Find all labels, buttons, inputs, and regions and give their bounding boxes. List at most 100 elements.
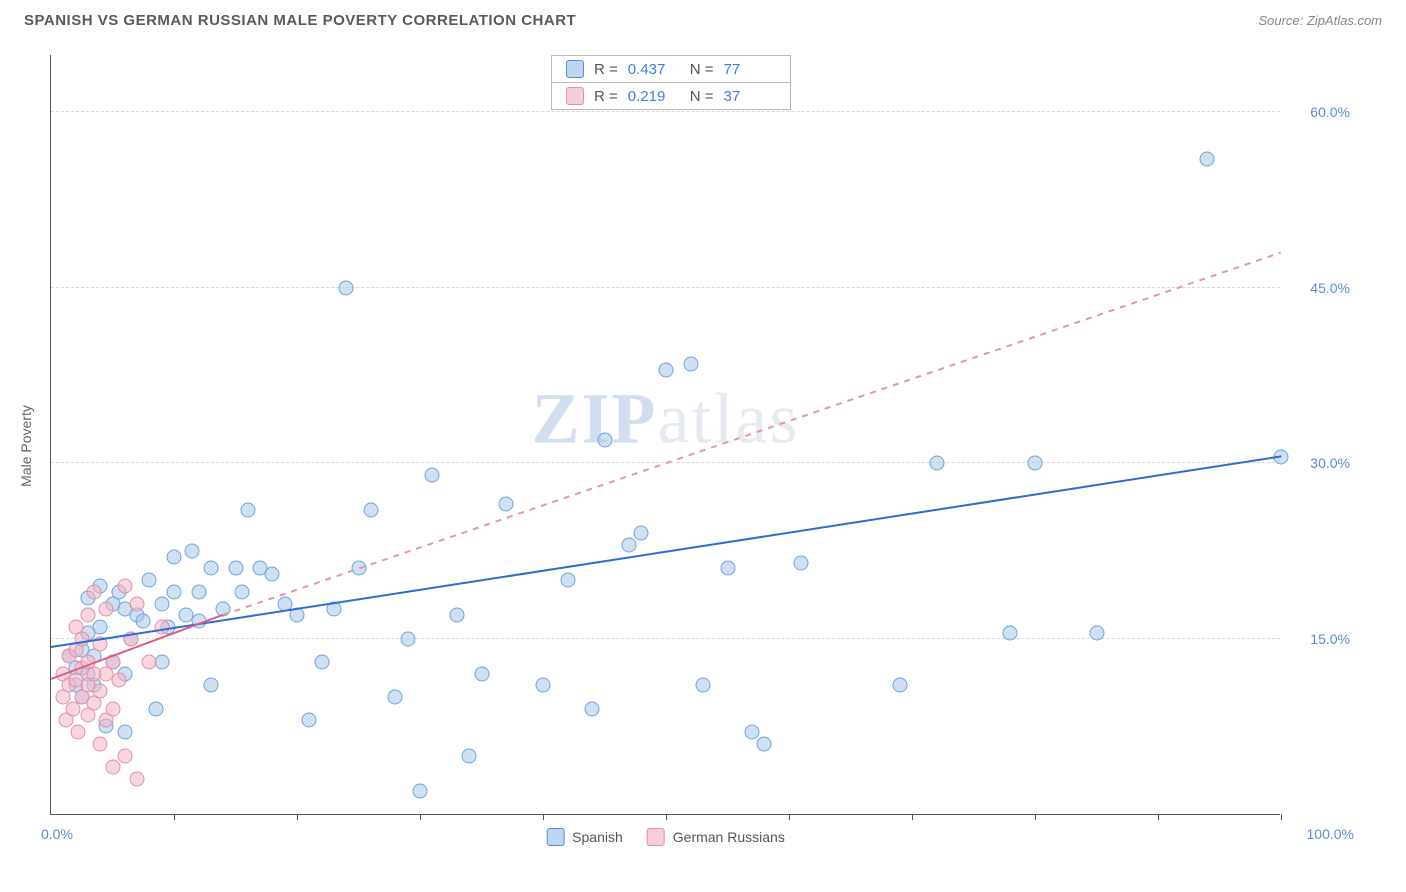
n-label: N =: [690, 61, 714, 78]
data-point: [130, 596, 145, 611]
data-point: [185, 543, 200, 558]
x-tick: [543, 814, 544, 820]
data-point: [265, 567, 280, 582]
y-tick-label: 15.0%: [1310, 631, 1350, 647]
data-point: [148, 701, 163, 716]
data-point: [597, 432, 612, 447]
data-point: [400, 631, 415, 646]
x-max-label: 100.0%: [1307, 826, 1354, 842]
data-point: [105, 701, 120, 716]
data-point: [203, 678, 218, 693]
grid-line: 45.0%: [51, 287, 1280, 288]
data-point: [167, 584, 182, 599]
trend-line: [51, 455, 1281, 648]
data-point: [191, 584, 206, 599]
data-point: [71, 725, 86, 740]
data-point: [892, 678, 907, 693]
data-point: [536, 678, 551, 693]
data-point: [99, 602, 114, 617]
data-point: [117, 725, 132, 740]
data-point: [105, 760, 120, 775]
x-min-label: 0.0%: [41, 826, 73, 842]
data-point: [87, 584, 102, 599]
stats-legend: R = 0.437 N = 77 R = 0.219 N = 37: [551, 55, 791, 110]
r-value: 0.219: [628, 88, 680, 105]
data-point: [1028, 456, 1043, 471]
swatch-spanish: [546, 828, 564, 846]
swatch-spanish: [566, 60, 584, 78]
y-tick-label: 60.0%: [1310, 104, 1350, 120]
source-label: Source: ZipAtlas.com: [1258, 13, 1382, 28]
data-point: [388, 690, 403, 705]
header: SPANISH VS GERMAN RUSSIAN MALE POVERTY C…: [0, 0, 1406, 37]
y-axis-title: Male Poverty: [18, 405, 34, 487]
x-tick: [1158, 814, 1159, 820]
data-point: [130, 771, 145, 786]
grid-line: 60.0%: [51, 111, 1280, 112]
data-point: [1089, 625, 1104, 640]
data-point: [314, 655, 329, 670]
x-tick: [912, 814, 913, 820]
data-point: [425, 467, 440, 482]
watermark-zip: ZIP: [532, 379, 658, 459]
data-point: [585, 701, 600, 716]
swatch-german-russian: [647, 828, 665, 846]
r-label: R =: [594, 88, 618, 105]
data-point: [240, 503, 255, 518]
x-tick: [1035, 814, 1036, 820]
data-point: [695, 678, 710, 693]
legend-label: Spanish: [572, 829, 623, 845]
data-point: [634, 526, 649, 541]
stats-row: R = 0.219 N = 37: [552, 82, 790, 109]
y-tick-label: 45.0%: [1310, 280, 1350, 296]
x-tick: [420, 814, 421, 820]
data-point: [302, 713, 317, 728]
x-tick: [1281, 814, 1282, 820]
y-tick-label: 30.0%: [1310, 455, 1350, 471]
stats-row: R = 0.437 N = 77: [552, 56, 790, 82]
data-point: [1200, 152, 1215, 167]
x-tick: [789, 814, 790, 820]
data-point: [474, 666, 489, 681]
data-point: [745, 725, 760, 740]
r-value: 0.437: [628, 61, 680, 78]
data-point: [622, 538, 637, 553]
watermark-atlas: atlas: [658, 379, 800, 459]
data-point: [720, 561, 735, 576]
data-point: [339, 280, 354, 295]
data-point: [683, 356, 698, 371]
data-point: [111, 672, 126, 687]
data-point: [136, 614, 151, 629]
data-point: [117, 579, 132, 594]
watermark: ZIPatlas: [532, 378, 800, 461]
legend-label: German Russians: [673, 829, 785, 845]
data-point: [80, 608, 95, 623]
data-point: [154, 596, 169, 611]
legend-item-german-russian: German Russians: [647, 828, 785, 846]
chart-title: SPANISH VS GERMAN RUSSIAN MALE POVERTY C…: [24, 12, 576, 29]
data-point: [93, 619, 108, 634]
data-point: [93, 736, 108, 751]
data-point: [203, 561, 218, 576]
bottom-legend: Spanish German Russians: [546, 828, 785, 846]
data-point: [659, 362, 674, 377]
data-point: [929, 456, 944, 471]
x-tick: [174, 814, 175, 820]
data-point: [142, 655, 157, 670]
data-point: [560, 573, 575, 588]
data-point: [117, 748, 132, 763]
data-point: [142, 573, 157, 588]
data-point: [1003, 625, 1018, 640]
data-point: [228, 561, 243, 576]
trend-line: [223, 251, 1281, 615]
x-tick: [297, 814, 298, 820]
data-point: [167, 549, 182, 564]
data-point: [462, 748, 477, 763]
data-point: [499, 497, 514, 512]
r-label: R =: [594, 61, 618, 78]
data-point: [794, 555, 809, 570]
data-point: [757, 736, 772, 751]
scatter-chart: ZIPatlas R = 0.437 N = 77 R = 0.219 N = …: [50, 55, 1280, 815]
data-point: [449, 608, 464, 623]
data-point: [234, 584, 249, 599]
